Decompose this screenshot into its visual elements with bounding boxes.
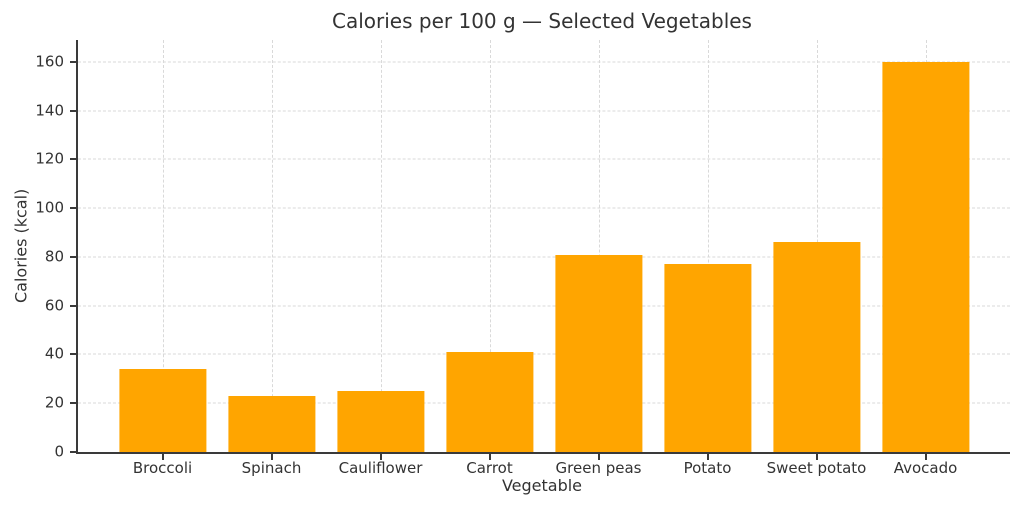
y-gridline-120 [78,158,1010,160]
bar-spinach [227,395,316,452]
chart-title: Calories per 100 g — Selected Vegetables [332,9,752,33]
y-gridline-160 [78,61,1010,63]
y-tick-label-140: 140 [35,101,64,120]
x-gridline-green-peas [598,40,600,452]
x-axis-label: Vegetable [501,476,583,495]
bar-potato [663,264,752,452]
category-slot-sweet-potato: Sweet potato [762,40,871,477]
y-tick-mark-20 [70,402,76,405]
y-gridline-100 [78,207,1010,209]
y-tick-label-60: 60 [44,296,64,315]
x-tick-mark-avocado [924,454,927,460]
y-tick-mark-0 [70,451,76,453]
y-tick-label-120: 120 [35,149,64,168]
x-tick-mark-cauliflower [379,454,382,460]
y-tick-mark-140 [70,109,76,112]
x-tick-mark-green-peas [597,454,600,460]
bar-carrot [445,352,534,452]
y-tick-label-40: 40 [44,344,64,363]
y-axis-ticks: 0 20 40 60 80 100 120 140 160 [0,40,76,459]
y-gridline-80 [78,256,1010,258]
x-tick-label-avocado: Avocado [893,459,958,477]
category-slot-broccoli: Broccoli [108,40,217,477]
y-tick-label-160: 160 [35,52,64,71]
y-gridline-40 [78,353,1010,355]
bar-track: Broccoli Spinach Cauliflower Carrot Green pe… [108,40,980,477]
y-tick-mark-160 [70,60,76,63]
x-tick-mark-spinach [270,454,273,460]
y-tick-label-80: 80 [44,247,64,266]
y-tick-mark-120 [70,158,76,161]
bar-broccoli [118,369,207,452]
x-tick-label-potato: Potato [683,459,732,477]
y-gridline-60 [78,305,1010,307]
plot-area: Broccoli Spinach Cauliflower Carrot Green pe… [70,40,1010,477]
y-tick-label-20: 20 [44,393,64,412]
x-tick-label-broccoli: Broccoli [132,459,193,477]
y-tick-label-0: 0 [54,442,64,461]
x-tick-label-green-peas: Green peas [555,459,642,477]
y-tick-mark-60 [70,304,76,307]
category-slot-green-peas: Green peas [544,40,653,477]
x-tick-mark-carrot [488,454,491,460]
x-tick-mark-sweet-potato [815,454,818,460]
x-tick-label-sweet-potato: Sweet potato [766,459,867,477]
x-gridline-cauliflower [380,40,382,452]
y-gridline-20 [78,402,1010,404]
category-slot-potato: Potato [653,40,762,477]
bar-green-peas [554,254,643,452]
x-gridline-potato [707,40,709,452]
y-gridline-140 [78,110,1010,112]
x-tick-label-carrot: Carrot [466,459,513,477]
y-tick-mark-100 [70,207,76,210]
category-slot-spinach: Spinach [217,40,326,477]
x-tick-mark-broccoli [161,454,164,460]
x-tick-label-cauliflower: Cauliflower [338,459,423,477]
category-slot-cauliflower: Cauliflower [326,40,435,477]
x-tick-mark-potato [706,454,709,460]
x-tick-label-spinach: Spinach [241,459,302,477]
bar-cauliflower [336,391,425,452]
x-gridline-carrot [489,40,491,452]
y-tick-mark-40 [70,353,76,356]
category-slot-avocado: Avocado [871,40,980,477]
bar-sweet-potato [772,242,861,452]
x-gridline-broccoli [162,40,164,452]
category-slot-carrot: Carrot [435,40,544,477]
x-gridline-spinach [271,40,273,452]
bar-avocado [881,61,970,452]
y-tick-label-100: 100 [35,198,64,217]
y-tick-mark-80 [70,255,76,258]
